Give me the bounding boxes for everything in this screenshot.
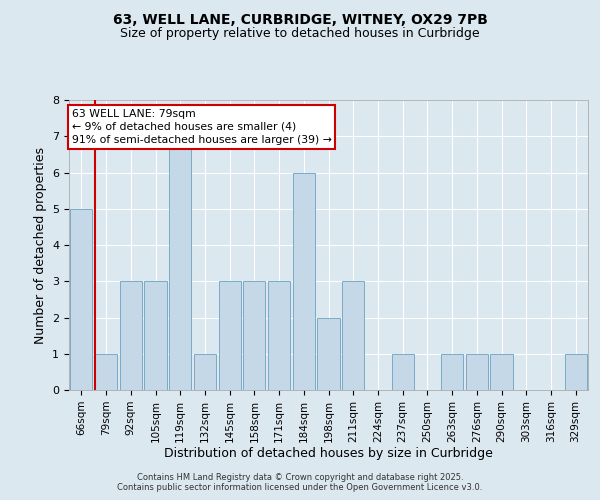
Bar <box>441 354 463 390</box>
X-axis label: Distribution of detached houses by size in Curbridge: Distribution of detached houses by size … <box>164 448 493 460</box>
Bar <box>218 281 241 390</box>
Bar <box>392 354 414 390</box>
Bar <box>342 281 364 390</box>
Bar <box>268 281 290 390</box>
Bar <box>490 354 512 390</box>
Bar <box>565 354 587 390</box>
Text: 63 WELL LANE: 79sqm
← 9% of detached houses are smaller (4)
91% of semi-detached: 63 WELL LANE: 79sqm ← 9% of detached hou… <box>71 108 331 145</box>
Bar <box>169 136 191 390</box>
Bar <box>293 172 315 390</box>
Bar <box>243 281 265 390</box>
Bar <box>317 318 340 390</box>
Bar <box>70 209 92 390</box>
Text: Size of property relative to detached houses in Curbridge: Size of property relative to detached ho… <box>120 28 480 40</box>
Text: 63, WELL LANE, CURBRIDGE, WITNEY, OX29 7PB: 63, WELL LANE, CURBRIDGE, WITNEY, OX29 7… <box>113 12 487 26</box>
Bar <box>194 354 216 390</box>
Bar <box>119 281 142 390</box>
Bar <box>95 354 117 390</box>
Text: Contains HM Land Registry data © Crown copyright and database right 2025.
Contai: Contains HM Land Registry data © Crown c… <box>118 473 482 492</box>
Y-axis label: Number of detached properties: Number of detached properties <box>34 146 47 344</box>
Bar <box>145 281 167 390</box>
Bar <box>466 354 488 390</box>
